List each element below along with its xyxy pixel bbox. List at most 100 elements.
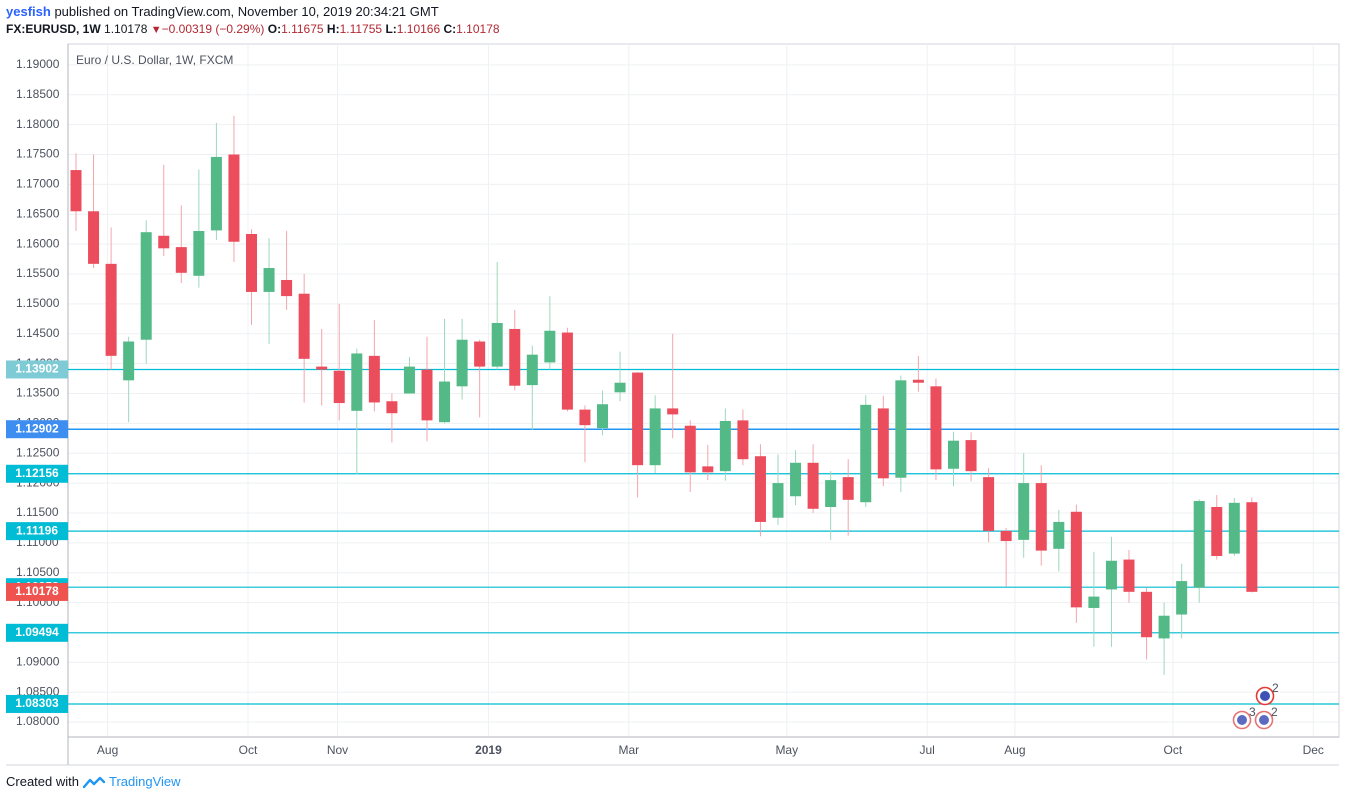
candle-body (351, 353, 363, 411)
level-price-tag (6, 623, 68, 642)
high-label: H: (326, 22, 340, 36)
candle (614, 351, 626, 402)
high-value: 1.11755 (339, 22, 383, 36)
candle (1228, 498, 1240, 556)
candle (754, 444, 766, 537)
x-tick-label: Nov (327, 743, 348, 757)
candle-body (263, 268, 275, 292)
candle-body (877, 408, 889, 479)
candle (1211, 495, 1223, 560)
candle-body (1141, 591, 1153, 638)
last-price-tag (6, 582, 68, 601)
x-tick-label: Aug (97, 743, 118, 757)
candle (912, 355, 924, 392)
candle (70, 153, 82, 231)
candle-body (193, 230, 205, 276)
candle (895, 375, 907, 493)
candle (228, 115, 240, 263)
marker-dot (1259, 715, 1269, 725)
candle-body (386, 401, 398, 414)
candle (632, 371, 644, 498)
level-price-label: 1.08303 (15, 696, 59, 710)
candle (474, 339, 486, 418)
candle (772, 454, 784, 525)
candle (1193, 499, 1205, 603)
candle (456, 318, 468, 400)
candle-body (158, 235, 170, 249)
candle-body (1088, 596, 1100, 608)
x-tick-label: 2019 (475, 743, 502, 757)
candle-body (737, 420, 749, 460)
candle (1018, 453, 1030, 558)
candle-body (88, 211, 100, 264)
candle (983, 468, 995, 543)
candle (948, 431, 959, 487)
candle-body (105, 263, 117, 356)
candle (210, 122, 222, 240)
candle (877, 395, 889, 487)
candle (649, 395, 661, 473)
candle-body (1158, 615, 1170, 639)
author-link[interactable]: yesfish (6, 4, 51, 19)
x-tick-label: Jul (920, 743, 935, 757)
y-tick-label: 1.12500 (16, 445, 60, 459)
candle-body (754, 456, 766, 522)
y-tick-label: 1.18500 (16, 87, 60, 101)
candle-body (1246, 502, 1258, 592)
event-count: 2 (1271, 705, 1278, 719)
event-count: 3 (1249, 705, 1256, 719)
low-label: L: (385, 22, 397, 36)
candle-body (632, 372, 644, 466)
candle-body (1176, 581, 1188, 615)
y-tick-label: 1.08500 (16, 684, 60, 698)
candle (667, 333, 679, 439)
publish-header: yesfish published on TradingView.com, No… (6, 4, 439, 19)
level-price-tag (6, 360, 68, 379)
level-price-tag (6, 464, 68, 483)
candle (684, 420, 696, 493)
y-tick-label: 1.15000 (16, 296, 60, 310)
last-price: 1.10178 (104, 22, 148, 36)
y-tick-label: 1.10500 (16, 565, 60, 579)
y-tick-label: 1.16000 (16, 236, 60, 250)
candle (368, 320, 380, 412)
candle-body (368, 355, 380, 403)
open-value: 1.11675 (281, 22, 324, 36)
price-chart[interactable]: 1.19000 1.18500 1.18000 1.17500 1.17000 1.165… (0, 0, 1347, 770)
candle-body (1070, 511, 1082, 608)
y-tick-label: 1.19000 (16, 57, 60, 71)
candle (825, 471, 837, 540)
publish-info: published on TradingView.com, November 1… (54, 4, 439, 19)
symbol-label: FX:EURUSD, 1W (6, 22, 101, 36)
y-tick-label: 1.13500 (16, 386, 60, 400)
event-markers: 2 3 2 (1232, 681, 1279, 730)
candle (1176, 563, 1188, 639)
x-tick-label: Oct (239, 743, 258, 757)
open-label: O: (267, 22, 282, 36)
candle (790, 450, 802, 506)
candle (526, 345, 538, 430)
candle (193, 169, 205, 288)
level-price-tag (6, 420, 68, 439)
candle (1105, 536, 1117, 647)
level-price-label: 1.09494 (15, 625, 59, 639)
x-tick-label: Aug (1004, 743, 1025, 757)
y-tick-label: 1.16500 (16, 206, 60, 220)
y-tick-label: 1.14500 (16, 326, 60, 340)
candle (491, 262, 503, 370)
candle-body (912, 379, 924, 383)
candle (1053, 509, 1065, 572)
candle-body (1018, 483, 1030, 540)
close-label: C: (443, 22, 457, 36)
y-tick-label: 1.09000 (16, 654, 60, 668)
candle (1123, 550, 1135, 603)
candle-body (316, 366, 328, 370)
close-value: 1.10178 (456, 22, 500, 36)
x-tick-label: May (775, 743, 798, 757)
candle (965, 432, 977, 482)
candle-body (474, 341, 486, 367)
marker-dot (1237, 715, 1247, 725)
candle (1070, 504, 1082, 623)
tradingview-link[interactable]: TradingView (108, 774, 181, 789)
candle-body (1211, 506, 1223, 556)
